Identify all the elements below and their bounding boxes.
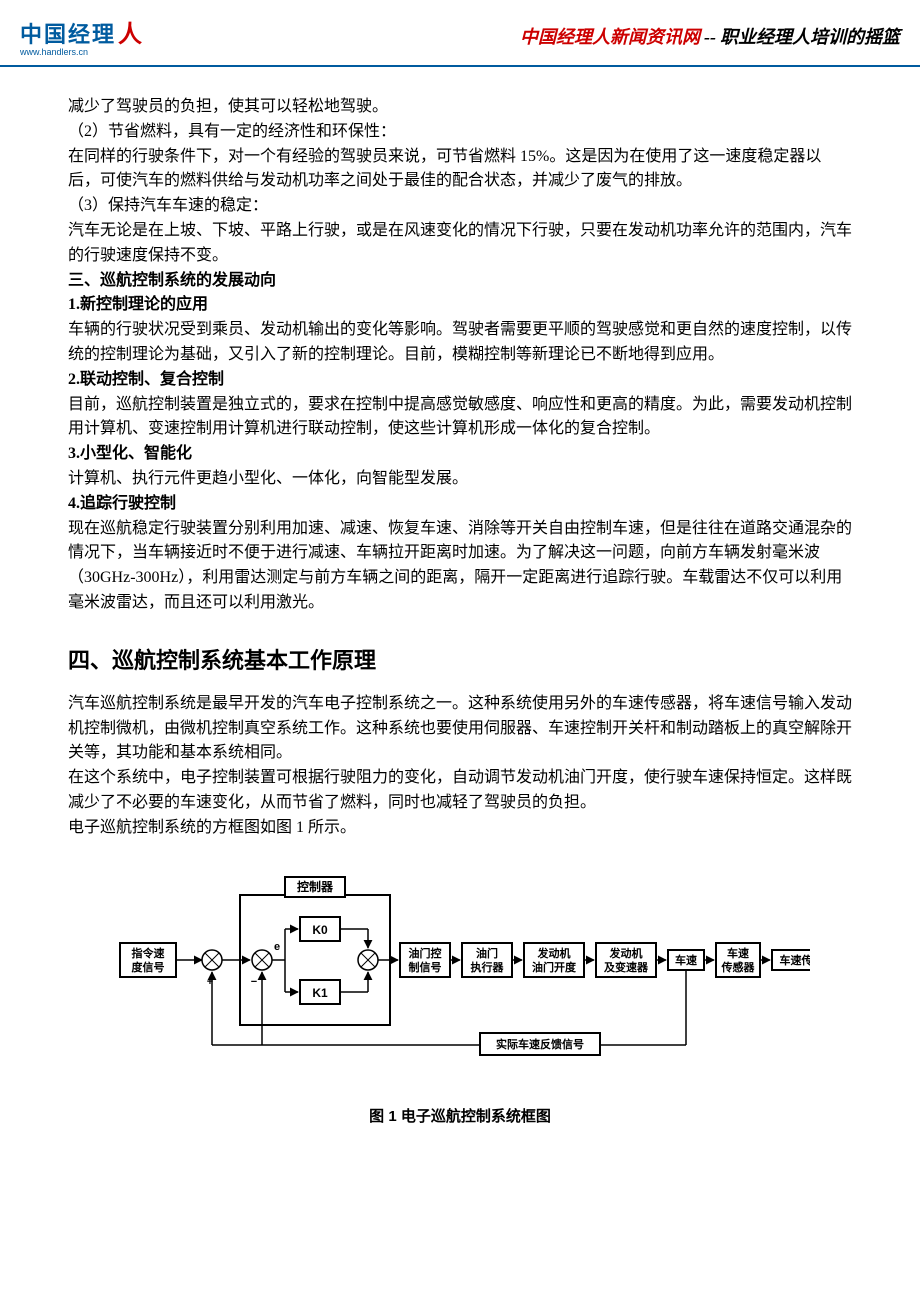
diagram-throttle-ctrl1: 油门控 <box>409 946 442 960</box>
diagram-sensor2: 传感器 <box>721 960 756 974</box>
heading-3: 三、巡航控制系统的发展动向 <box>68 269 852 294</box>
paragraph: 目前，巡航控制装置是独立式的，要求在控制中提高感觉敏感度、响应性和更高的精度。为… <box>68 393 852 443</box>
diagram-minus: − <box>251 976 257 988</box>
subheading: 1.新控制理论的应用 <box>68 293 852 318</box>
block-diagram-svg: 控制器 指令速 度信号 + − e K0 K1 <box>110 865 810 1085</box>
document-content: 减少了驾驶员的负担，使其可以轻松地驾驶。 （2）节省燃料，具有一定的经济性和环保… <box>0 67 920 1148</box>
header-dash: -- <box>704 27 716 48</box>
subheading: 3.小型化、智能化 <box>68 442 852 467</box>
diagram-label-input2: 度信号 <box>132 960 165 974</box>
logo-red-char: 人 <box>118 21 142 48</box>
logo: 中国经理人 www.handlers.cn <box>20 14 142 57</box>
diagram-speed: 车速 <box>675 953 697 967</box>
paragraph: 车辆的行驶状况受到乘员、发动机输出的变化等影响。驾驶者需要更平顺的驾驶感觉和更自… <box>68 318 852 368</box>
diagram-actuator2: 执行器 <box>471 960 505 974</box>
header-black-text: 职业经理人培训的摇篮 <box>720 23 900 49</box>
subheading: 2.联动控制、复合控制 <box>68 368 852 393</box>
diagram-trans2: 及变速器 <box>604 960 649 974</box>
paragraph: 电子巡航控制系统的方框图如图 1 所示。 <box>68 816 852 841</box>
diagram-feedback: 实际车速反馈信号 <box>496 1037 584 1051</box>
header-tagline: 中国经理人新闻资讯网 -- 职业经理人培训的摇篮 <box>520 23 900 49</box>
logo-text: 中国经理 <box>20 22 116 47</box>
diagram-engine1: 发动机 <box>537 946 571 960</box>
diagram-label-controller: 控制器 <box>297 879 334 894</box>
page-header: 中国经理人 www.handlers.cn 中国经理人新闻资讯网 -- 职业经理… <box>0 0 920 67</box>
paragraph: 在这个系统中，电子控制装置可根据行驶阻力的变化，自动调节发动机油门开度，使行驶车… <box>68 766 852 816</box>
diagram-sensor1: 车速 <box>727 946 749 960</box>
diagram-actuator1: 油门 <box>476 946 498 960</box>
heading-4: 四、巡航控制系统基本工作原理 <box>68 644 852 678</box>
diagram-throttle-ctrl2: 制信号 <box>409 960 442 974</box>
diagram-sensor-signal: 车速传感器信号 <box>780 953 811 967</box>
figure-caption: 图 1 电子巡航控制系统框图 <box>369 1105 551 1128</box>
diagram-engine2: 油门开度 <box>532 960 577 974</box>
diagram-e: e <box>274 941 280 953</box>
diagram-k0: K0 <box>312 923 328 937</box>
paragraph: （2）节省燃料，具有一定的经济性和环保性： <box>68 120 852 145</box>
paragraph: 在同样的行驶条件下，对一个有经验的驾驶员来说，可节省燃料 15%。这是因为在使用… <box>68 145 852 195</box>
header-red-text: 中国经理人新闻资讯网 <box>520 23 700 49</box>
paragraph: 现在巡航稳定行驶装置分别利用加速、减速、恢复车速、消除等开关自由控制车速，但是往… <box>68 517 852 616</box>
paragraph: 计算机、执行元件更趋小型化、一体化，向智能型发展。 <box>68 467 852 492</box>
diagram-label-input1: 指令速 <box>132 946 165 960</box>
paragraph: 汽车巡航控制系统是最早开发的汽车电子控制系统之一。这种系统使用另外的车速传感器，… <box>68 692 852 766</box>
diagram-trans1: 发动机 <box>609 946 643 960</box>
paragraph: 减少了驾驶员的负担，使其可以轻松地驾驶。 <box>68 95 852 120</box>
paragraph: 汽车无论是在上坡、下坡、平路上行驶，或是在风速变化的情况下行驶，只要在发动机功率… <box>68 219 852 269</box>
paragraph: （3）保持汽车车速的稳定： <box>68 194 852 219</box>
block-diagram: 控制器 指令速 度信号 + − e K0 K1 <box>68 865 852 1128</box>
diagram-k1: K1 <box>312 986 328 1000</box>
subheading: 4.追踪行驶控制 <box>68 492 852 517</box>
